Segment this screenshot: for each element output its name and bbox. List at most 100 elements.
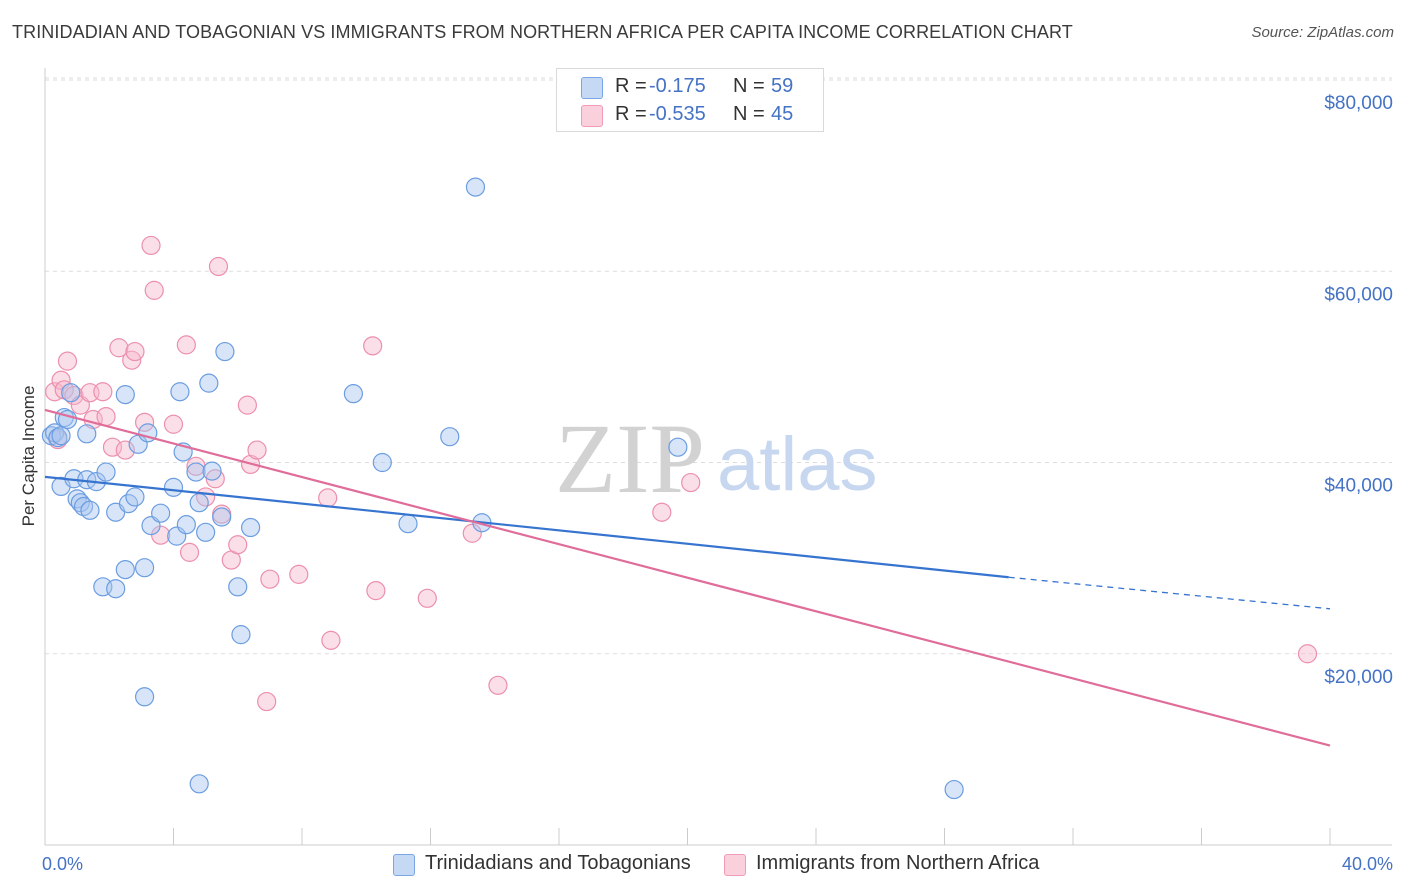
data-point-blue [115,385,135,405]
y-tick-label: $20,000 [1324,667,1393,688]
data-point-blue [48,428,68,448]
data-point-pink [109,338,129,358]
data-point-pink [1297,644,1318,664]
data-point-blue [80,500,100,520]
pink-swatch [724,854,746,876]
data-point-pink [134,412,155,432]
legend-n-label: N = [733,103,765,125]
data-point-pink [237,395,257,415]
data-point-blue [115,559,135,580]
data-point-blue [199,373,219,393]
legend-r-label: R = [615,103,647,125]
data-point-pink [462,523,482,543]
data-point-blue [241,517,261,538]
data-point-blue [189,774,209,794]
data-point-blue [465,177,486,197]
data-point-pink [163,414,184,434]
data-point-pink [45,382,65,402]
trend-line-blue [44,475,1009,579]
data-point-pink [228,535,248,555]
legend-row-blue: R = -0.175 N = 59 [557,73,823,101]
data-point-pink [363,336,383,356]
legend-n-value: 59 [771,75,794,97]
y-tick-label: $60,000 [1324,284,1393,305]
data-point-blue [61,383,81,403]
tick-labels: $20,000 $40,000 $60,000 $80,000 0.0% 40.0% [42,93,1393,874]
data-point-blue [134,687,155,707]
data-point-pink [417,588,437,608]
data-point-pink [141,235,161,256]
data-point-pink [260,569,280,589]
data-point-pink [57,351,78,371]
data-point-pink [257,691,277,712]
blue-swatch [393,854,415,876]
legend-label: Immigrants from Northern Africa [756,852,1040,874]
data-point-pink [652,502,672,522]
legend-r-value: -0.535 [649,103,706,125]
data-point-blue [196,522,216,542]
x-tick-label-min: 0.0% [42,854,83,874]
data-point-pink [318,488,338,508]
data-point-blue [215,341,235,362]
trend-line-pink [44,408,1331,747]
data-point-pink [366,581,386,601]
data-point-blue [134,558,155,578]
data-point-blue [151,503,171,523]
pink-swatch [581,105,603,127]
data-point-pink [488,675,508,695]
data-point-blue [668,437,688,457]
legend-r-label: R = [615,75,647,97]
data-point-pink [179,542,200,562]
legend-r-value: -0.175 [649,75,706,97]
data-point-blue [96,462,116,482]
blue-swatch [581,77,603,99]
data-point-blue [176,515,196,535]
axes [44,68,1392,846]
data-point-blue [228,577,248,597]
data-point-blue [125,487,145,507]
data-point-blue [231,625,251,645]
data-point-blue [170,382,190,402]
y-axis-label: Per Capita Income [19,386,38,527]
correlation-legend: R = -0.175 N = 59 R = -0.535 N = 45 [556,68,824,132]
data-point-pink [125,341,145,362]
chart-title: TRINIDADIAN AND TOBAGONIAN VS IMMIGRANTS… [12,22,1073,42]
trend-line-blue-extension [1008,576,1331,610]
data-point-blue [51,426,71,446]
data-point-blue [106,579,126,599]
trend-lines [44,408,1331,747]
legend-label: Trinidadians and Tobagonians [425,852,691,874]
data-point-pink [176,335,196,355]
data-point-pink [64,385,84,406]
data-point-pink [247,440,267,460]
data-point-blue [440,427,460,447]
y-tick-label: $40,000 [1324,476,1393,497]
data-point-blue [372,452,392,473]
data-point-blue [343,384,363,404]
data-point-blue [212,507,232,527]
data-point-blue [202,461,222,481]
data-point-blue [186,462,206,482]
legend-n-label: N = [733,75,765,97]
data-point-blue [189,493,209,513]
y-tick-label: $80,000 [1324,93,1393,114]
gridlines [45,77,1392,655]
data-point-pink [96,407,116,427]
source-label: Source: ZipAtlas.com [1251,24,1394,41]
data-point-blue [163,477,184,497]
data-point-blue [944,779,964,800]
legend-n-value: 45 [771,103,794,125]
watermark: ZIP atlas [555,403,878,514]
data-point-blue [398,514,418,534]
watermark-zip: ZIP [555,403,705,514]
data-point-pink [93,382,113,402]
data-point-pink [289,564,309,584]
x-tick-label-max: 40.0% [1342,854,1393,874]
watermark-atlas: atlas [717,422,878,507]
data-point-pink [208,256,229,277]
data-point-pink [321,630,341,650]
data-point-pink [681,472,701,493]
data-point-pink [144,280,164,300]
legend-row-pink: R = -0.535 N = 45 [557,101,823,129]
